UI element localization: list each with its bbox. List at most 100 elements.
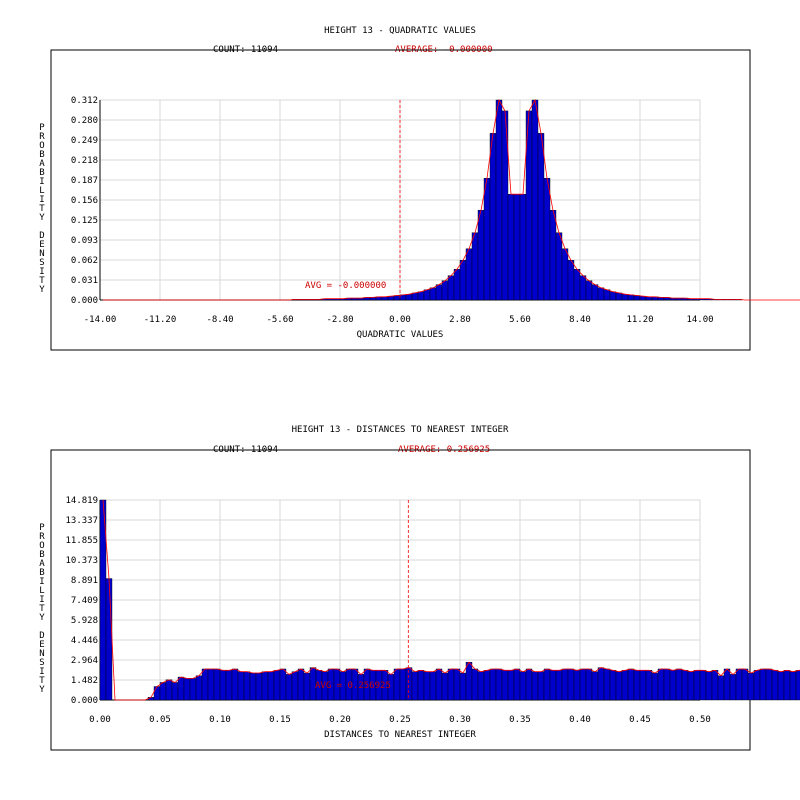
histogram-bar (279, 668, 287, 701)
histogram-bar (495, 668, 503, 701)
histogram-bar (177, 676, 185, 701)
histogram-bar (777, 671, 785, 701)
histogram-bar (381, 296, 389, 301)
y-axis-label-char: N (39, 649, 44, 659)
x-tick-label: 14.00 (686, 315, 713, 325)
y-axis-label-char: B (39, 550, 44, 560)
histogram-bar (393, 295, 401, 301)
y-tick-label: 8.891 (71, 576, 98, 586)
chart-distances-nearest-integer: HEIGHT 13 - DISTANCES TO NEAREST INTEGER… (39, 425, 800, 751)
y-axis-label-char: B (39, 168, 44, 178)
histogram-bar (693, 670, 701, 701)
histogram-bar (615, 671, 623, 701)
bars (291, 99, 743, 301)
x-tick-label: 0.00 (389, 315, 411, 325)
histogram-bar (441, 672, 449, 701)
y-axis-label-char: B (39, 150, 44, 160)
histogram-bar (573, 269, 581, 301)
chart-title: HEIGHT 13 - DISTANCES TO NEAREST INTEGER (292, 425, 509, 435)
y-tick-label: 13.337 (65, 516, 98, 526)
x-tick-label: 5.60 (509, 315, 531, 325)
x-tick-label: 0.30 (449, 715, 471, 725)
x-axis-label: QUADRATIC VALUES (357, 330, 444, 340)
histogram-bar (531, 99, 539, 301)
histogram-bar (639, 670, 647, 701)
histogram-bar (585, 280, 593, 301)
histogram-bar (615, 292, 623, 301)
histogram-bar (735, 668, 743, 701)
histogram-bar (555, 670, 563, 701)
histogram-bar (477, 671, 485, 701)
y-axis-label-char: L (39, 586, 44, 596)
histogram-bar (603, 289, 611, 301)
x-tick-label: -5.60 (266, 315, 293, 325)
y-tick-label: 0.000 (71, 696, 98, 706)
histogram-bar (795, 670, 800, 701)
histogram-bar (231, 668, 239, 701)
y-tick-label: 0.125 (71, 216, 98, 226)
x-tick-label: -11.20 (144, 315, 177, 325)
y-axis-label-char: T (39, 276, 45, 286)
x-tick-labels: 0.00 0.05 0.10 0.15 0.20 0.25 0.30 0.35 0.40 0.45… (89, 715, 711, 725)
histogram-bar (447, 275, 455, 301)
histogram-bar (657, 297, 665, 301)
histogram-bar (609, 670, 617, 701)
average-annotation: AVG = 0.256925 (315, 681, 391, 691)
histogram-bar (687, 671, 695, 701)
x-tick-label: 8.40 (569, 315, 591, 325)
histogram-bar (717, 675, 725, 701)
histogram-bar (261, 671, 269, 701)
histogram-bar (429, 671, 437, 701)
histogram-bar (369, 297, 377, 301)
y-tick-label: 1.482 (71, 676, 98, 686)
histogram-bar (207, 668, 215, 701)
y-tick-label: 5.928 (71, 616, 98, 626)
histogram-bar (627, 294, 635, 301)
y-axis-label-char: Y (39, 285, 45, 295)
histogram-bar (447, 668, 455, 701)
y-axis-label-char: I (39, 667, 44, 677)
histogram-bar (291, 671, 299, 701)
y-axis-label-char: I (39, 267, 44, 277)
y-axis-label-char: T (39, 204, 45, 214)
histogram-bar (267, 671, 275, 701)
histogram-bar (627, 668, 635, 701)
y-tick-label: 2.964 (71, 656, 98, 666)
histogram-bar (423, 289, 431, 301)
x-tick-label: 0.50 (689, 715, 711, 725)
histogram-bar (417, 670, 425, 701)
histogram-bar (483, 178, 491, 301)
histogram-bar (483, 670, 491, 701)
histogram-bar (489, 133, 497, 301)
x-tick-label: 0.25 (389, 715, 411, 725)
y-axis-label-char: T (39, 676, 45, 686)
histogram-bar (543, 178, 551, 301)
histogram-bar (699, 670, 707, 701)
y-tick-label: 10.373 (65, 556, 98, 566)
histogram-bar (561, 668, 569, 701)
histogram-bar (183, 678, 191, 701)
histogram-bar (477, 210, 485, 301)
histogram-bar (597, 667, 605, 701)
histogram-bar (501, 670, 509, 701)
histogram-bar (579, 668, 587, 701)
histogram-bar (591, 671, 599, 701)
y-axis-label-char: I (39, 577, 44, 587)
histogram-bar (561, 248, 569, 301)
histogram-bar (537, 671, 545, 701)
histogram-bar (651, 672, 659, 701)
y-axis-label-char: I (39, 177, 44, 187)
histogram-bar (453, 668, 461, 701)
histogram-bar (645, 670, 653, 701)
histogram-bar (519, 194, 527, 301)
histogram-bar (255, 672, 263, 701)
histogram-bar (633, 670, 641, 701)
y-tick-label: 0.031 (71, 276, 98, 286)
histogram-bar (393, 668, 401, 701)
histogram-bar (411, 671, 419, 701)
histogram-bar (459, 672, 467, 701)
histogram-bar (705, 671, 713, 701)
y-axis-label-char: D (39, 231, 44, 241)
y-axis-label-char: N (39, 249, 44, 259)
